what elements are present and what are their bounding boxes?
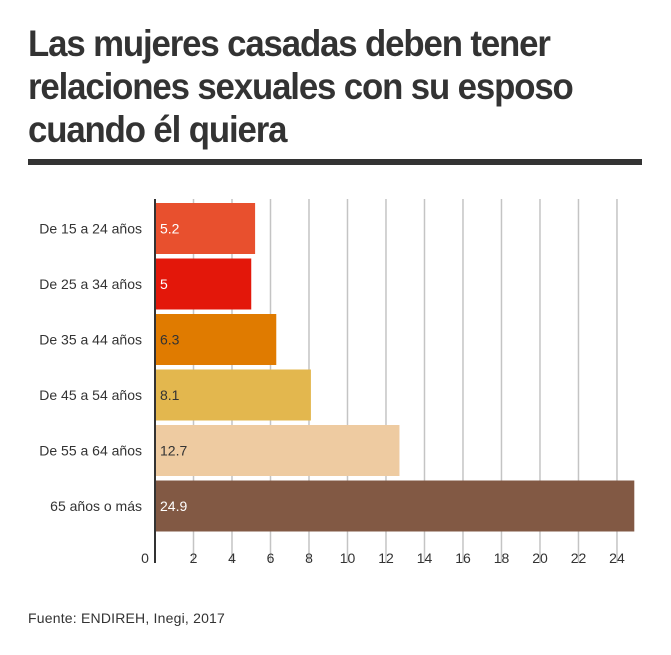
y-tick-label: De 45 a 54 años [39, 387, 142, 403]
x-tick-label: 24 [609, 550, 625, 566]
source-note: Fuente: ENDIREH, Inegi, 2017 [28, 610, 226, 626]
bar [155, 203, 256, 254]
x-tick-label: 12 [378, 550, 394, 566]
data-label: 8.1 [160, 387, 180, 403]
data-label: 5 [160, 276, 168, 292]
bar [155, 425, 400, 476]
title-rule [28, 159, 642, 165]
x-tick-label: 8 [305, 550, 313, 566]
data-label: 6.3 [160, 332, 180, 348]
y-tick-label: De 55 a 64 años [39, 443, 142, 459]
y-tick-label: De 25 a 34 años [39, 276, 142, 292]
bar [155, 369, 311, 421]
bar [155, 314, 277, 365]
bars: 5.2 5 6.3 8.1 12.7 24.9 [155, 203, 635, 532]
x-tick-label: 6 [267, 550, 275, 566]
data-label: 24.9 [160, 498, 187, 514]
x-tick-label: 0 [141, 550, 149, 566]
bar [155, 480, 635, 532]
x-tick-label: 22 [571, 550, 587, 566]
x-tick-label: 18 [494, 550, 510, 566]
x-tick-label: 4 [228, 550, 236, 566]
x-tick-label: 2 [190, 550, 198, 566]
x-tick-label: 16 [455, 550, 471, 566]
chart-title: Las mujeres casadas deben tener relacion… [28, 23, 574, 150]
y-tick-label: De 35 a 44 años [39, 332, 142, 348]
data-label: 12.7 [160, 443, 187, 459]
x-tick-label: 20 [532, 550, 548, 566]
data-label: 5.2 [160, 221, 180, 237]
x-tick-label: 14 [417, 550, 433, 566]
bar-chart: 5.256.38.112.724.9 0 2 4 6 8 10 12 14 16 18 20 22 24… [39, 199, 635, 566]
y-tick-label: 65 años o más [50, 498, 142, 514]
x-tick-label: 10 [340, 550, 356, 566]
bar [155, 258, 252, 310]
y-tick-label: De 15 a 24 años [39, 221, 142, 237]
